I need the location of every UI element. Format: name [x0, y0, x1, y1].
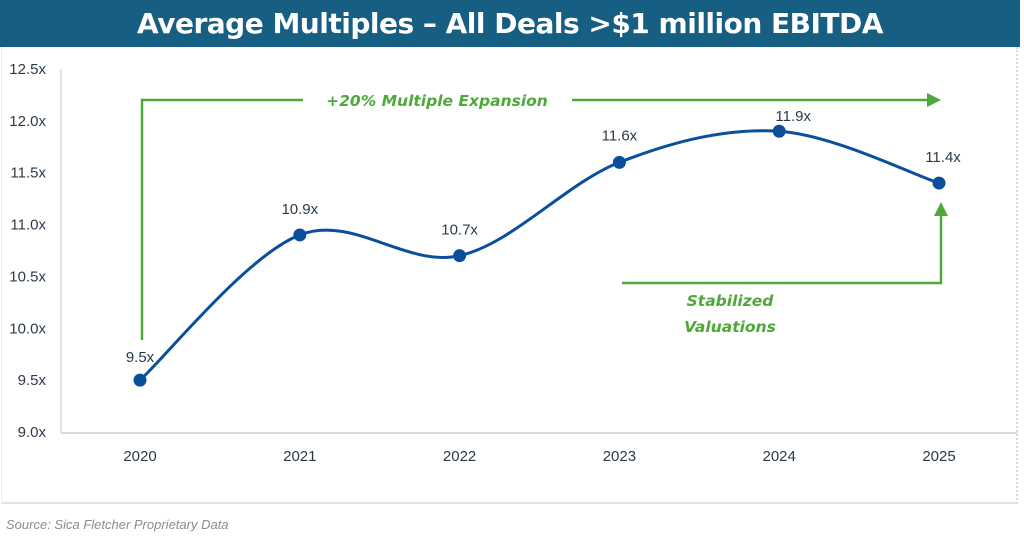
- arrow-right-icon: [927, 93, 941, 107]
- x-tick-label: 2022: [443, 448, 476, 465]
- y-tick-label: 11.5x: [10, 165, 46, 182]
- source-note: Source: Sica Fletcher Proprietary Data: [6, 517, 229, 532]
- data-point: [133, 373, 147, 387]
- data-point: [932, 176, 946, 190]
- annotation-stabilized: Stabilized Valuations: [622, 202, 948, 336]
- data-label: 11.6x: [602, 127, 638, 144]
- data-label: 11.9x: [775, 108, 811, 125]
- data-points: [133, 124, 946, 387]
- y-tick-label: 9.0x: [18, 424, 47, 441]
- y-tick-label: 12.0x: [9, 113, 46, 130]
- expansion-bracket-line: [140, 98, 303, 340]
- chart-title: Average Multiples – All Deals >$1 millio…: [0, 0, 1020, 47]
- y-tick-label: 10.5x: [9, 268, 46, 285]
- annotation-expansion: +20% Multiple Expansion: [140, 92, 941, 340]
- y-tick-label: 11.0x: [10, 217, 46, 234]
- data-point: [772, 124, 786, 138]
- series-line: [138, 129, 940, 382]
- x-tick-label: 2023: [603, 448, 636, 465]
- x-axis-ticks: 2020 2021 2022 2023 2024 2025: [123, 448, 955, 465]
- data-labels: 9.5x 10.9x 10.7x 11.6x 11.9x 11.4x: [126, 108, 961, 366]
- x-tick-label: 2024: [763, 448, 796, 465]
- x-tick-label: 2025: [922, 448, 955, 465]
- arrow-up-icon: [934, 202, 948, 216]
- data-label: 9.5x: [126, 349, 155, 366]
- data-label: 11.4x: [925, 149, 961, 166]
- annotation-expansion-label: +20% Multiple Expansion: [326, 92, 548, 110]
- annotation-stabilized-line2: Valuations: [684, 318, 776, 336]
- y-tick-label: 10.0x: [9, 320, 46, 337]
- data-point: [453, 249, 467, 263]
- annotation-stabilized-line1: Stabilized: [687, 292, 775, 310]
- y-tick-label: 9.5x: [18, 372, 47, 389]
- data-label: 10.7x: [441, 222, 478, 239]
- data-label: 10.9x: [281, 201, 318, 218]
- y-tick-label: 12.5x: [9, 61, 46, 78]
- stabilized-bracket-line: [622, 215, 943, 285]
- chart-frame: [1, 47, 1018, 504]
- data-point: [612, 155, 626, 169]
- y-axis-ticks: 9.0x 9.5x 10.0x 10.5x 11.0x 11.5x 12.0x 12.5x: [9, 61, 46, 441]
- x-tick-label: 2020: [123, 448, 156, 465]
- x-tick-label: 2021: [283, 448, 316, 465]
- data-point: [293, 228, 307, 242]
